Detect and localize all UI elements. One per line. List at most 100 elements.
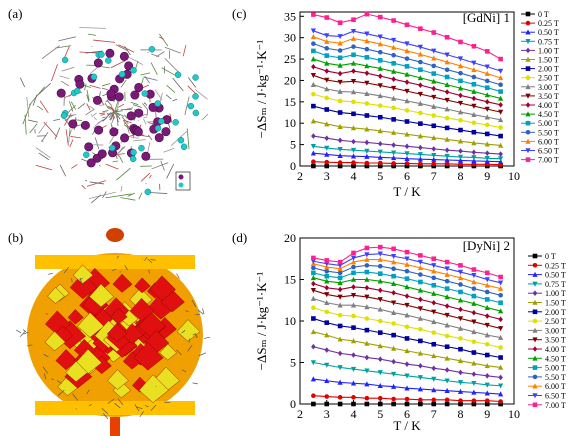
data-point bbox=[364, 153, 370, 159]
data-point bbox=[324, 95, 330, 101]
data-point bbox=[337, 137, 343, 144]
series-7-00-T bbox=[311, 244, 503, 280]
data-point bbox=[404, 151, 410, 157]
legend-label: 3.00 T bbox=[545, 326, 566, 335]
legend-label: 6.50 T bbox=[545, 392, 566, 401]
legend-label: 2.50 T bbox=[545, 317, 566, 326]
data-point bbox=[324, 163, 330, 169]
data-point bbox=[377, 330, 383, 335]
data-point bbox=[431, 319, 437, 325]
data-point bbox=[377, 93, 383, 99]
series-6-00-T bbox=[310, 34, 504, 81]
data-point bbox=[404, 293, 410, 299]
series-0-50-T bbox=[310, 376, 504, 397]
data-point bbox=[391, 161, 396, 166]
legend-entry: 7.00 T bbox=[521, 156, 559, 165]
data-point bbox=[324, 121, 330, 127]
data-point bbox=[311, 343, 316, 350]
legend-label: 1.50 T bbox=[538, 56, 559, 65]
data-point bbox=[417, 287, 423, 293]
legend-label: 7.00 T bbox=[545, 401, 566, 410]
data-point bbox=[498, 274, 503, 280]
data-point bbox=[324, 151, 330, 157]
data-point bbox=[404, 385, 410, 391]
data-point bbox=[484, 401, 490, 407]
data-point bbox=[444, 97, 450, 103]
data-point bbox=[418, 296, 423, 303]
data-point bbox=[418, 121, 423, 126]
data-point bbox=[417, 306, 423, 312]
data-point bbox=[404, 336, 410, 341]
data-point bbox=[484, 122, 490, 128]
legend-label: 0 T bbox=[538, 10, 549, 19]
data-point bbox=[324, 15, 330, 20]
data-point bbox=[484, 92, 490, 98]
data-point bbox=[444, 67, 450, 73]
data-point bbox=[337, 40, 343, 46]
data-point bbox=[391, 95, 397, 101]
data-point bbox=[350, 125, 357, 131]
legend-marker bbox=[525, 130, 531, 135]
legend-entry: 5.50 T bbox=[528, 373, 566, 382]
data-point bbox=[324, 159, 330, 165]
data-point bbox=[404, 401, 410, 407]
data-point bbox=[311, 163, 316, 169]
x-tick-label: 5 bbox=[377, 169, 383, 183]
data-point bbox=[431, 341, 437, 347]
data-point bbox=[337, 147, 343, 153]
legend-marker bbox=[525, 29, 531, 35]
data-point bbox=[350, 302, 357, 308]
legend-label: 0.25 T bbox=[538, 19, 559, 28]
data-point bbox=[404, 98, 410, 104]
data-point bbox=[484, 297, 490, 302]
data-point bbox=[417, 152, 423, 158]
data-point bbox=[337, 401, 343, 407]
data-point bbox=[418, 59, 423, 65]
data-point bbox=[391, 396, 396, 402]
legend-entry: 0.25 T bbox=[521, 19, 559, 28]
legend-marker bbox=[525, 102, 531, 108]
data-point bbox=[337, 163, 343, 169]
legend-label: 6.50 T bbox=[538, 147, 559, 156]
x-tick-label: 2 bbox=[297, 169, 303, 183]
data-point bbox=[457, 297, 464, 303]
data-point bbox=[418, 272, 423, 277]
data-point bbox=[351, 68, 356, 74]
data-point bbox=[498, 89, 503, 94]
data-point bbox=[444, 278, 450, 284]
data-point bbox=[311, 393, 316, 399]
data-point bbox=[484, 289, 490, 295]
x-tick-label: 6 bbox=[404, 169, 410, 183]
legend-entry: 0.75 T bbox=[521, 37, 559, 46]
data-point bbox=[351, 17, 356, 22]
data-point bbox=[404, 131, 410, 137]
data-point bbox=[364, 269, 370, 275]
data-point bbox=[364, 304, 370, 310]
data-point bbox=[391, 280, 397, 286]
data-point bbox=[337, 34, 343, 40]
data-point bbox=[364, 395, 370, 401]
x-tick-label: 10 bbox=[508, 407, 520, 421]
legend-entry: 6.00 T bbox=[528, 382, 566, 391]
data-point bbox=[431, 376, 437, 382]
data-point bbox=[324, 285, 330, 291]
data-point bbox=[377, 83, 383, 89]
data-point bbox=[377, 49, 383, 55]
data-point bbox=[404, 163, 410, 169]
data-point bbox=[391, 300, 397, 306]
data-point bbox=[364, 38, 370, 44]
x-tick-label: 10 bbox=[508, 169, 520, 183]
data-point bbox=[364, 285, 370, 291]
series-1-50-T bbox=[310, 118, 504, 148]
data-point bbox=[337, 98, 343, 104]
data-point bbox=[337, 336, 343, 342]
legend-label: 4.00 T bbox=[545, 345, 566, 354]
legend-entry: 2.50 T bbox=[521, 74, 559, 83]
data-point bbox=[377, 73, 383, 79]
data-point bbox=[431, 309, 437, 315]
data-point bbox=[431, 55, 437, 61]
data-point bbox=[484, 114, 490, 120]
legend-label: 5.00 T bbox=[545, 364, 566, 373]
data-point bbox=[311, 265, 316, 271]
data-point bbox=[431, 48, 437, 54]
